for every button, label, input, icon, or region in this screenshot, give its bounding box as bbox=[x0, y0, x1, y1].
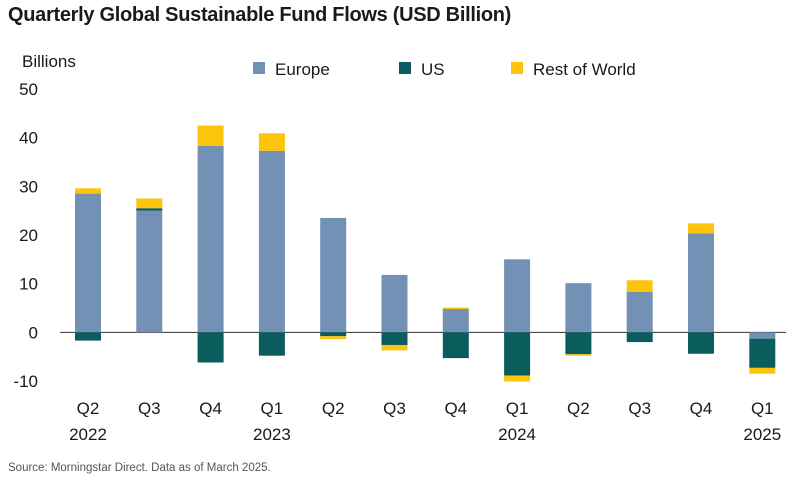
x-tick-quarter: Q1 bbox=[751, 399, 774, 418]
bar-europe-q1-2023 bbox=[258, 150, 285, 333]
y-tick-label: -10 bbox=[13, 372, 38, 391]
bar-europe-q3-2022 bbox=[136, 210, 163, 333]
bar-rest-of-world-q1-2024 bbox=[504, 375, 531, 382]
bar-rest-of-world-q4-2023 bbox=[442, 307, 469, 309]
x-tick-year: 2022 bbox=[69, 425, 107, 444]
bar-us-q1-2025 bbox=[749, 338, 776, 368]
bar-rest-of-world-q4-2024 bbox=[688, 223, 714, 234]
y-tick-label: 30 bbox=[19, 177, 38, 196]
x-tick-quarter: Q3 bbox=[628, 399, 651, 418]
legend-swatch-europe bbox=[253, 62, 265, 74]
bar-europe-q1-2025 bbox=[749, 332, 776, 339]
x-tick-year: 2024 bbox=[498, 425, 536, 444]
bar-europe-q2-2022 bbox=[75, 193, 101, 333]
bar-us-q4-2024 bbox=[688, 332, 714, 354]
bar-rest-of-world-q2-2023 bbox=[320, 336, 347, 340]
bar-rest-of-world-q3-2024 bbox=[626, 280, 653, 292]
x-tick-quarter: Q4 bbox=[199, 399, 222, 418]
bar-rest-of-world-q2-2022 bbox=[75, 188, 101, 194]
x-tick-quarter: Q3 bbox=[383, 399, 406, 418]
bar-europe-q2-2024 bbox=[565, 283, 592, 333]
legend-swatch-us bbox=[399, 62, 411, 74]
y-axis-ticks: 50 40 30 20 10 0 -10 bbox=[13, 80, 38, 391]
bar-rest-of-world-q1-2025 bbox=[749, 367, 776, 374]
bar-rest-of-world-q3-2023 bbox=[381, 344, 408, 351]
x-tick-quarter: Q1 bbox=[261, 399, 284, 418]
bar-europe-q4-2024 bbox=[688, 233, 714, 333]
legend-label-europe: Europe bbox=[275, 60, 330, 79]
legend-label-us: US bbox=[421, 60, 445, 79]
bar-rest-of-world-q4-2022 bbox=[197, 125, 224, 146]
x-tick-quarter: Q2 bbox=[77, 399, 100, 418]
source-note: Source: Morningstar Direct. Data as of M… bbox=[8, 462, 271, 474]
bar-us-q2-2023 bbox=[320, 332, 347, 337]
y-tick-label: 0 bbox=[29, 323, 38, 342]
bar-europe-q4-2023 bbox=[442, 308, 469, 333]
legend-label-rest-of-world: Rest of World bbox=[533, 60, 636, 79]
bar-us-q3-2023 bbox=[381, 332, 408, 345]
y-tick-label: 50 bbox=[19, 80, 38, 99]
x-tick-quarter: Q4 bbox=[444, 399, 467, 418]
bar-rest-of-world-q1-2023 bbox=[258, 133, 285, 151]
bar-us-q2-2024 bbox=[565, 332, 592, 355]
chart-title: Quarterly Global Sustainable Fund Flows … bbox=[8, 4, 512, 26]
legend: Europe US Rest of World bbox=[253, 60, 636, 79]
bar-europe-q4-2022 bbox=[197, 145, 224, 333]
bar-us-q3-2024 bbox=[626, 332, 653, 343]
bar-us-q1-2024 bbox=[504, 332, 531, 376]
y-tick-label: 20 bbox=[19, 226, 38, 245]
y-tick-label: 40 bbox=[19, 129, 38, 148]
bar-us-q1-2023 bbox=[258, 332, 285, 356]
x-tick-quarter: Q2 bbox=[567, 399, 590, 418]
bar-us-q4-2022 bbox=[197, 332, 224, 363]
x-tick-quarter: Q1 bbox=[506, 399, 529, 418]
bars bbox=[75, 125, 776, 382]
bar-us-q3-2022 bbox=[136, 208, 163, 211]
y-tick-label: 10 bbox=[19, 275, 38, 294]
bar-us-q4-2023 bbox=[442, 332, 469, 359]
bar-europe-q2-2023 bbox=[320, 217, 347, 333]
x-tick-quarter: Q2 bbox=[322, 399, 345, 418]
bar-europe-q3-2023 bbox=[381, 274, 408, 333]
x-tick-year: 2023 bbox=[253, 425, 291, 444]
x-tick-year: 2025 bbox=[743, 425, 781, 444]
bar-rest-of-world-q3-2022 bbox=[136, 198, 163, 209]
legend-swatch-rest-of-world bbox=[511, 62, 523, 74]
x-tick-quarter: Q4 bbox=[690, 399, 713, 418]
x-axis-ticks: Q2 2022 Q3 Q4 Q1 2023 Q2 Q3 Q4 Q1 2024 Q2 Q3 Q4 Q1 2025 bbox=[69, 399, 781, 444]
bar-europe-q3-2024 bbox=[626, 291, 653, 333]
bar-rest-of-world-q2-2024 bbox=[565, 354, 592, 356]
bar-us-q2-2022 bbox=[75, 332, 101, 341]
y-axis-label: Billions bbox=[22, 52, 76, 71]
x-tick-quarter: Q3 bbox=[138, 399, 161, 418]
bar-europe-q1-2024 bbox=[504, 259, 531, 333]
